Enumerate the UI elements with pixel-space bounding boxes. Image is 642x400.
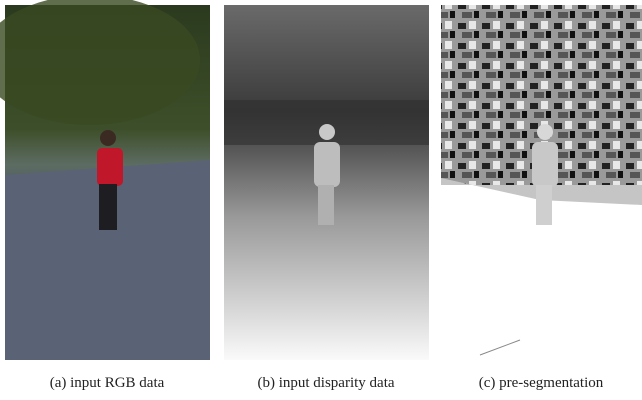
person-body [314,142,340,187]
person-legs [99,184,117,230]
caption: (a) input RGB data [50,375,165,391]
person-head [100,130,116,146]
page: (a) input RGB data (b) input disparity d… [0,0,642,400]
figure: (a) input RGB data (b) input disparity d… [0,0,642,400]
panel-disparity [224,5,429,360]
person-head [537,124,553,140]
person-head [319,124,335,140]
caption: (c) pre-segmentation [479,375,604,391]
panel-segmentation [441,5,642,360]
panel-rgb [0,0,210,360]
caption: (b) input disparity data [257,375,394,391]
person-legs [318,185,334,225]
person-legs [536,185,552,225]
person-coat [97,148,123,186]
person-body [532,142,558,187]
